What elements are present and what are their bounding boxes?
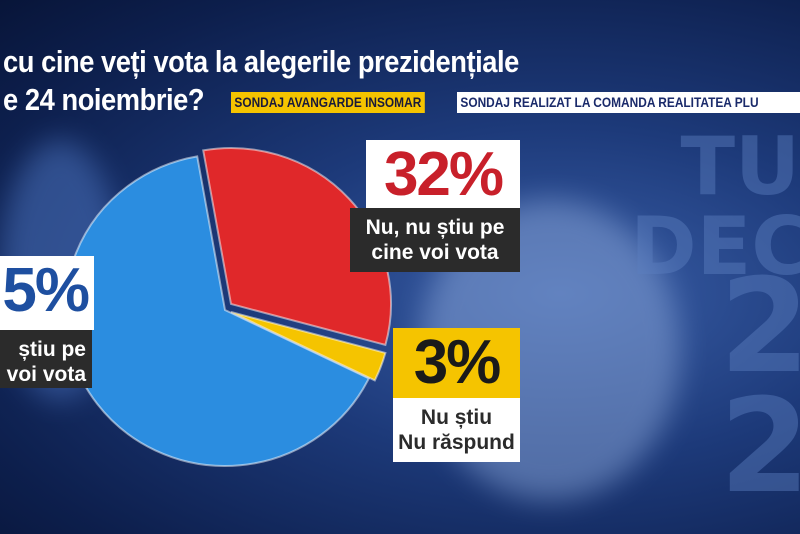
label-3-pct: 3% — [393, 328, 520, 398]
slice-label-yellow-2: Nu răspund — [398, 431, 515, 454]
pie-slice-yellow — [230, 311, 387, 382]
slice-label-red-2: cine voi vota — [371, 241, 499, 264]
label-65-pct: 5% — [0, 256, 94, 330]
commission-tag: SONDAJ REALIZAT LA COMANDA REALITATEA PL… — [457, 92, 800, 113]
label-32-pct: 32% — [366, 140, 520, 209]
slice-label-blue-2: voi vota — [6, 363, 86, 386]
slice-pct-yellow: 3% — [413, 328, 502, 397]
slice-pct-blue: 5% — [2, 256, 90, 325]
watermark: 2 — [719, 370, 800, 522]
label-65-text: știu pe voi vota — [0, 330, 92, 388]
label-32-text: Nu, nu știu pe cine voi vota — [350, 208, 520, 272]
pie-slice-red — [202, 147, 392, 347]
label-3-text: Nu știu Nu răspund — [393, 398, 520, 462]
watermark: TU — [680, 120, 800, 213]
title-line-2: e 24 noiembrie? — [3, 82, 205, 117]
source-tag: SONDAJ AVANGARDE INSOMAR — [231, 92, 425, 113]
slice-label-blue-1: știu pe — [18, 338, 86, 361]
watermark: 2 — [719, 250, 800, 402]
pie-slice-blue — [64, 155, 371, 467]
slice-label-yellow-1: Nu știu — [420, 406, 493, 429]
slice-label-red-1: Nu, nu știu pe — [365, 216, 505, 239]
slice-pct-red: 32% — [383, 140, 504, 209]
title-line-1: cu cine veți vota la alegerile prezidenț… — [3, 44, 519, 79]
watermark: DEC — [630, 200, 800, 293]
